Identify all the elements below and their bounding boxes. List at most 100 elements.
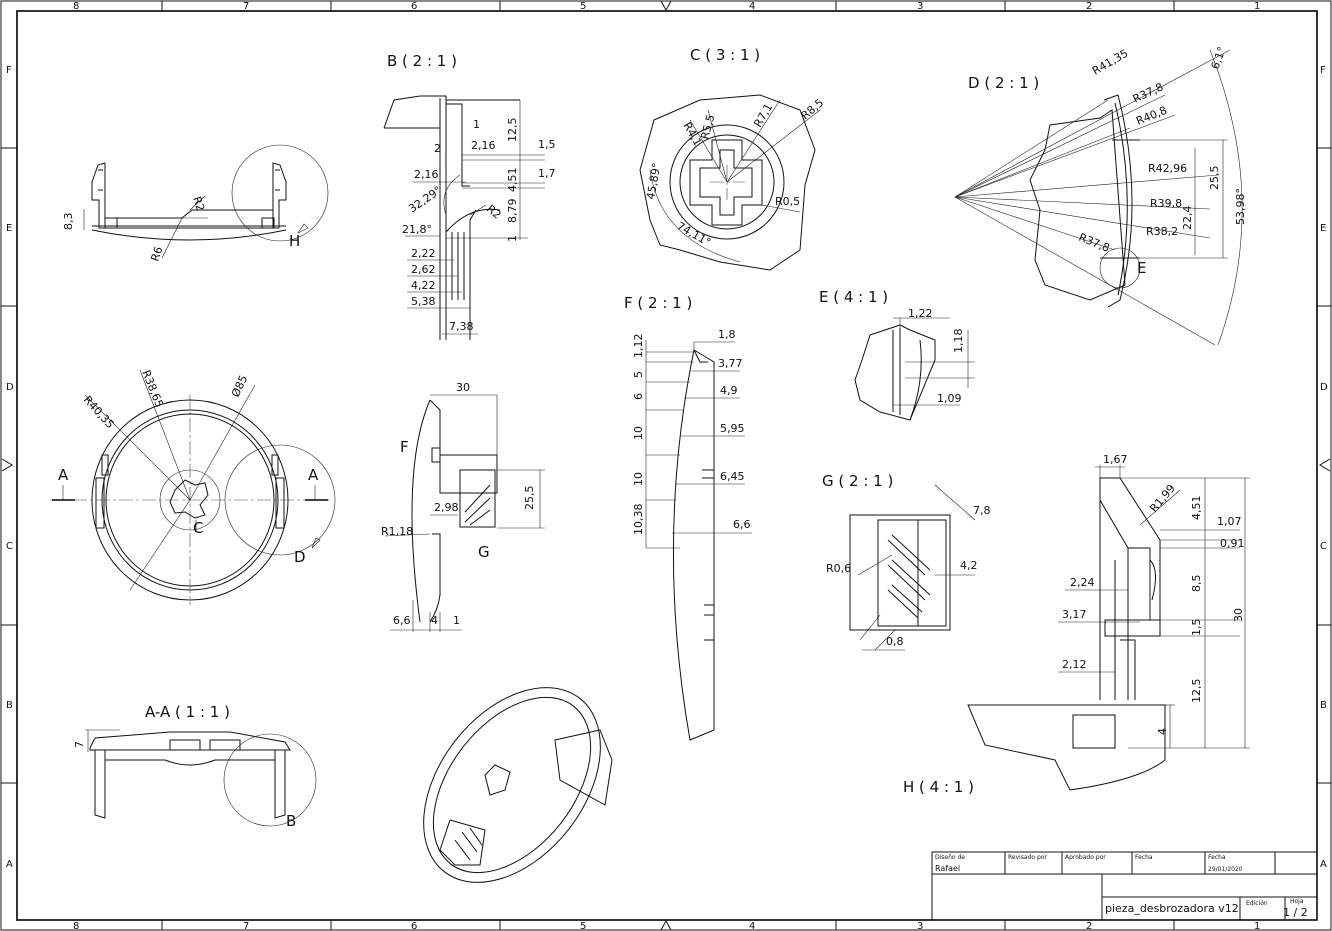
reviewed-label: Revisado por (1008, 854, 1047, 861)
dim-label: 1,8 (718, 328, 736, 341)
zone-col-label: 1 (1254, 921, 1260, 931)
dim-label: 2,62 (411, 263, 436, 276)
dim-label: 30 (456, 381, 470, 394)
dim-label: 1,5 (538, 138, 556, 151)
dim-label: R38,2 (1146, 225, 1178, 238)
part-name: pieza_desbrozadora v12 (1105, 902, 1239, 915)
dim-label: 2,16 (471, 139, 496, 152)
dim-label: 0,8 (886, 635, 904, 648)
dim-label: 8,79 (506, 199, 519, 224)
detail-view-e: E ( 4 : 1 ) 1,22 1,18 1,09 (819, 288, 975, 421)
dim-label: 74,11° (675, 219, 714, 249)
dim-label: 2,22 (411, 247, 436, 260)
dim-label: 1,22 (908, 307, 933, 320)
view-title-d: D ( 2 : 1 ) (968, 74, 1039, 92)
dim-label: R6 (148, 245, 165, 263)
section-view-aa: A-A ( 1 : 1 ) 7 B (73, 703, 317, 830)
dim-label: 7 (73, 741, 86, 748)
dim-label: 3,17 (1062, 608, 1087, 621)
zone-row-label: A (6, 859, 13, 870)
inner-border (16, 10, 1318, 921)
dim-label: 5,38 (411, 295, 436, 308)
view-title-e: E ( 4 : 1 ) (819, 288, 888, 306)
sheet-value: 1 / 2 (1283, 906, 1308, 919)
dim-label: 0,91 (1220, 537, 1245, 550)
dim-label: 2 (434, 142, 441, 155)
zone-col-label: 2 (1086, 1, 1092, 12)
dim-label: 4 (1156, 728, 1169, 735)
dim-label: 1 (453, 614, 460, 627)
dim-label: R41,35 (1090, 47, 1130, 78)
zone-row-label: C (6, 541, 13, 552)
dim-label: 53,98° (1234, 188, 1247, 225)
dim-label: R0,5 (775, 195, 800, 208)
callout-a-right: A (308, 466, 319, 484)
zone-col-label: 8 (73, 1, 79, 12)
design-value: Rafael (935, 864, 960, 873)
dim-label: 2,24 (1070, 576, 1095, 589)
dim-label: R37,8 (1077, 231, 1112, 255)
zone-row-label: C (1320, 541, 1327, 552)
dim-label: 1,67 (1103, 453, 1128, 466)
zone-col-label: 6 (411, 1, 417, 12)
dim-label: R38,65 (139, 368, 166, 409)
zone-col-label: 8 (73, 921, 79, 931)
dim-label: 6,6 (393, 614, 411, 627)
detail-circle-h (231, 144, 329, 242)
dim-label: 1,7 (538, 167, 556, 180)
date-label: Fecha (1208, 854, 1226, 861)
dim-label: 6,45 (720, 470, 745, 483)
dim-label: R1,99 (1147, 482, 1178, 515)
dim-label: 4,22 (411, 279, 436, 292)
approved-label: Aprobado por (1065, 854, 1106, 861)
dim-label: R40,35 (81, 393, 117, 431)
zone-col-label: 1 (1254, 1, 1260, 12)
zone-col-label: 5 (580, 1, 586, 12)
dim-label: R5,5 (698, 113, 717, 141)
dim-label: 4,51 (1190, 496, 1203, 521)
dim-label: 6 (632, 393, 645, 400)
dim-label: 1 (473, 118, 480, 131)
zone-col-label: 7 (243, 921, 249, 931)
dim-label: 4 (431, 614, 438, 627)
zone-col-label: 4 (749, 921, 755, 931)
dim-label: 25,5 (1208, 166, 1221, 191)
detail-view-h: H ( 4 : 1 ) 1,67 R1,9 (903, 453, 1250, 796)
zone-row-label: B (6, 700, 13, 711)
dim-label: 12,5 (1190, 679, 1203, 704)
side-view: 30 25,5 2,98 R1,18 6,6 4 1 F G (381, 381, 545, 632)
zone-col-label: 6 (411, 921, 417, 931)
view-title-g: G ( 2 : 1 ) (822, 472, 893, 490)
dim-label: R1,18 (381, 525, 413, 538)
zone-row-label: E (1320, 223, 1326, 234)
dim-label: 1,18 (952, 329, 965, 354)
callout-c: C (193, 519, 203, 537)
dim-label: R39,8 (1150, 197, 1182, 210)
dim-label: 7,8 (973, 504, 991, 517)
dim-label: 25,5 (523, 486, 536, 511)
dim-label: 4,2 (960, 559, 978, 572)
zone-col-label: 3 (917, 1, 923, 12)
design-label: Diseño de (935, 854, 965, 861)
callout-b: B (286, 812, 296, 830)
dim-label: 1,09 (937, 392, 962, 405)
callout-g: G (478, 543, 490, 561)
date-label: Fecha (1135, 854, 1153, 861)
dim-label: R37,8 (1131, 80, 1166, 105)
detail-view-g: G ( 2 : 1 ) 7,8 R0,6 4,2 0,8 (822, 472, 991, 651)
dim-label: 22,4 (1181, 206, 1194, 231)
zone-row-label: B (1320, 700, 1327, 711)
dim-label: 4,9 (720, 384, 738, 397)
dim-label: 10 (632, 426, 645, 440)
callout-d: D (294, 548, 306, 566)
detail-view-b: B ( 2 : 1 ) (383, 52, 556, 340)
dim-label: 10,38 (632, 504, 645, 536)
zone-row-label: D (1320, 382, 1328, 393)
dim-label: 6,6 (733, 518, 751, 531)
dim-label: R42,96 (1148, 162, 1187, 175)
zone-row-label: E (6, 223, 12, 234)
